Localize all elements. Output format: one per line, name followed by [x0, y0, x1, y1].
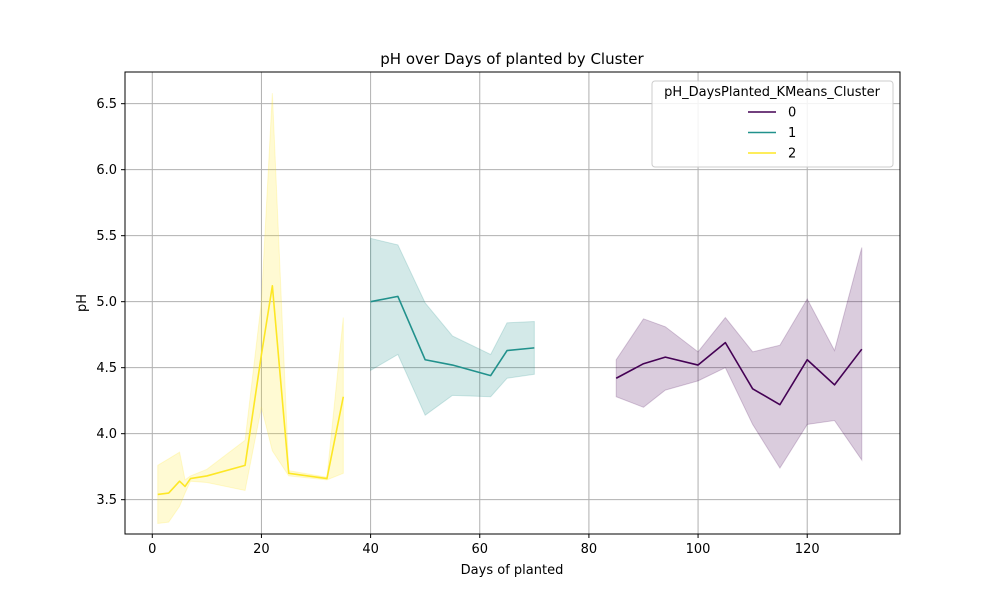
- x-tick-label: 20: [253, 542, 270, 557]
- chart-title: pH over Days of planted by Cluster: [380, 50, 644, 68]
- x-tick-label: 100: [686, 542, 711, 557]
- x-tick-label: 80: [581, 542, 598, 557]
- x-axis-ticks: 0 20 40 60 80 100 120: [148, 534, 820, 557]
- series-line-cluster-0: [615, 341, 863, 406]
- series-line-cluster-1: [370, 295, 535, 377]
- legend-title: pH_DaysPlanted_KMeans_Cluster: [664, 85, 880, 100]
- y-tick-label: 5.5: [96, 229, 117, 244]
- legend: pH_DaysPlanted_KMeans_Cluster 0 1 2: [651, 80, 894, 168]
- x-axis-label: Days of planted: [461, 563, 564, 578]
- y-axis-ticks: 3.5 4.0 4.5 5.0 5.5 6.0 6.5: [96, 97, 125, 508]
- ci-band-cluster-0: [615, 247, 863, 469]
- ci-band-cluster-2: [157, 93, 344, 525]
- legend-label-cluster-2: 2: [788, 147, 796, 162]
- x-tick-label: 60: [471, 542, 488, 557]
- legend-entries: 0 1 2: [748, 106, 796, 162]
- y-tick-label: 5.0: [96, 295, 117, 310]
- y-tick-label: 6.0: [96, 163, 117, 178]
- legend-box: [651, 80, 894, 168]
- y-tick-label: 4.5: [96, 361, 117, 376]
- legend-label-cluster-1: 1: [788, 126, 796, 141]
- ci-band-cluster-1: [370, 237, 535, 416]
- y-axis-label: pH: [75, 294, 90, 312]
- series-line-cluster-2: [157, 285, 345, 496]
- plot-frame: [124, 71, 901, 535]
- y-tick-label: 4.0: [96, 427, 117, 442]
- x-tick-label: 120: [795, 542, 820, 557]
- series-lines: [157, 285, 863, 496]
- y-tick-label: 3.5: [96, 493, 117, 508]
- x-tick-label: 40: [362, 542, 379, 557]
- y-tick-label: 6.5: [96, 97, 117, 112]
- x-tick-label: 0: [148, 542, 156, 557]
- legend-label-cluster-0: 0: [788, 106, 796, 121]
